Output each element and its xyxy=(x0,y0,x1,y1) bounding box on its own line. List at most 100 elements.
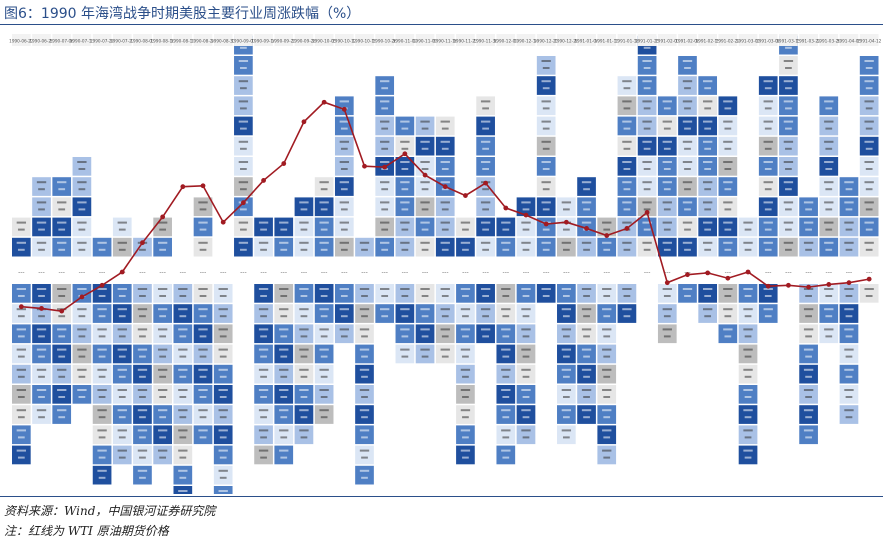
cell-value-mark xyxy=(603,355,611,358)
cell-label-mark xyxy=(824,120,834,123)
zero-marker: --- xyxy=(260,269,267,276)
heatmap-cell-negative xyxy=(72,304,92,323)
week-header-label: 1990-10-26 xyxy=(373,39,398,44)
cell-label-mark xyxy=(622,80,632,83)
heatmap-cell-positive xyxy=(314,237,334,257)
cell-value-mark xyxy=(825,295,833,297)
cell-label-mark xyxy=(198,221,208,224)
oil-price-point xyxy=(826,282,832,287)
week-header-cell xyxy=(395,34,415,46)
heatmap-cell-negative xyxy=(173,344,193,364)
heatmap-cell-positive xyxy=(617,177,637,196)
cell-label-mark xyxy=(622,288,632,290)
cell-value-mark xyxy=(764,208,772,211)
cell-value-mark xyxy=(845,315,853,318)
heatmap-cell-negative xyxy=(314,385,334,404)
cell-value-mark xyxy=(845,208,853,211)
cell-value-mark xyxy=(542,228,550,231)
zero-marker: --- xyxy=(826,269,833,276)
cell-label-mark xyxy=(622,221,632,224)
cell-value-mark xyxy=(280,295,288,297)
cell-label-mark xyxy=(521,368,531,371)
cell-label-mark xyxy=(279,288,289,290)
cell-label-mark xyxy=(400,161,410,163)
heatmap-cell-negative xyxy=(314,405,334,424)
cell-value-mark xyxy=(159,416,167,419)
cell-value-mark xyxy=(381,295,389,297)
heatmap-cell-negative xyxy=(112,284,132,303)
heatmap-cell-positive xyxy=(153,237,172,257)
heatmap-cell-positive xyxy=(274,237,294,257)
heatmap-cell-negative xyxy=(314,284,334,303)
week-header-label: 1990-12-21 xyxy=(534,39,559,44)
heatmap-cell-negative xyxy=(597,425,617,445)
zero-marker: --- xyxy=(361,269,368,276)
cell-label-mark xyxy=(36,368,47,371)
oil-price-point xyxy=(220,219,226,225)
zero-marker: --- xyxy=(503,269,510,276)
cell-value-mark xyxy=(724,168,732,170)
week-header-label: 1990-12-14 xyxy=(514,39,539,44)
cell-label-mark xyxy=(218,409,228,412)
cell-label-mark xyxy=(77,288,87,290)
heatmap-cell-negative xyxy=(52,344,72,364)
zero-marker: --- xyxy=(180,269,187,276)
cell-label-mark xyxy=(178,368,188,371)
heatmap-cell-negative xyxy=(193,344,213,364)
cell-value-mark xyxy=(583,375,590,378)
cell-value-mark xyxy=(623,147,631,150)
cell-label-mark xyxy=(198,241,208,244)
cell-value-mark xyxy=(421,228,429,231)
week-header-label: 1990-09-14 xyxy=(251,39,276,44)
cell-value-mark xyxy=(845,188,853,191)
cell-value-mark xyxy=(179,476,187,479)
cell-label-mark xyxy=(77,308,87,311)
heatmap-cell-positive xyxy=(819,177,839,196)
heatmap-cell-negative xyxy=(799,324,818,344)
heatmap-cell-negative xyxy=(496,364,516,384)
cell-value-mark xyxy=(462,295,469,297)
week-header-label: 1991-01-25 xyxy=(635,39,660,44)
heatmap-cell-negative xyxy=(12,284,31,303)
week-header-cell xyxy=(557,34,576,46)
oil-price-point xyxy=(604,233,610,238)
cell-value-mark xyxy=(724,335,732,338)
week-header-label: 1990-11-16 xyxy=(433,39,458,44)
zero-marker: --- xyxy=(805,269,812,276)
cell-label-mark xyxy=(420,181,430,184)
cell-value-mark xyxy=(280,335,288,338)
cell-label-mark xyxy=(299,308,309,311)
cell-value-mark xyxy=(482,228,489,231)
heatmap-cell-negative xyxy=(153,284,172,303)
cell-label-mark xyxy=(581,348,592,351)
cell-label-mark xyxy=(581,288,592,290)
cell-value-mark xyxy=(139,335,146,338)
heatmap-cell-negative xyxy=(859,284,879,303)
cell-label-mark xyxy=(864,60,874,62)
cell-value-mark xyxy=(38,188,45,191)
cell-value-mark xyxy=(522,208,530,211)
cell-value-mark xyxy=(260,248,267,251)
cell-value-mark xyxy=(603,335,611,338)
oil-price-point xyxy=(705,270,711,276)
cell-value-mark xyxy=(563,208,570,211)
heatmap-cell-negative xyxy=(657,284,677,303)
cell-label-mark xyxy=(57,288,67,290)
oil-price-point xyxy=(39,306,44,311)
cell-label-mark xyxy=(763,161,773,163)
heatmap-cell-positive xyxy=(52,217,72,237)
heatmap-cell-positive xyxy=(536,136,556,156)
cell-label-mark xyxy=(440,328,450,331)
cell-label-mark xyxy=(440,161,450,163)
week-header-cell xyxy=(577,34,596,46)
cell-value-mark xyxy=(462,375,469,378)
cell-value-mark xyxy=(260,436,267,439)
heatmap-cell-positive xyxy=(819,136,839,156)
heatmap-cell-positive xyxy=(234,76,253,95)
week-header-label: 1990-11-30 xyxy=(473,39,498,44)
cell-label-mark xyxy=(480,328,491,331)
cell-value-mark xyxy=(179,315,187,318)
cell-value-mark xyxy=(38,375,45,378)
cell-label-mark xyxy=(642,100,652,103)
cell-value-mark xyxy=(159,295,167,297)
